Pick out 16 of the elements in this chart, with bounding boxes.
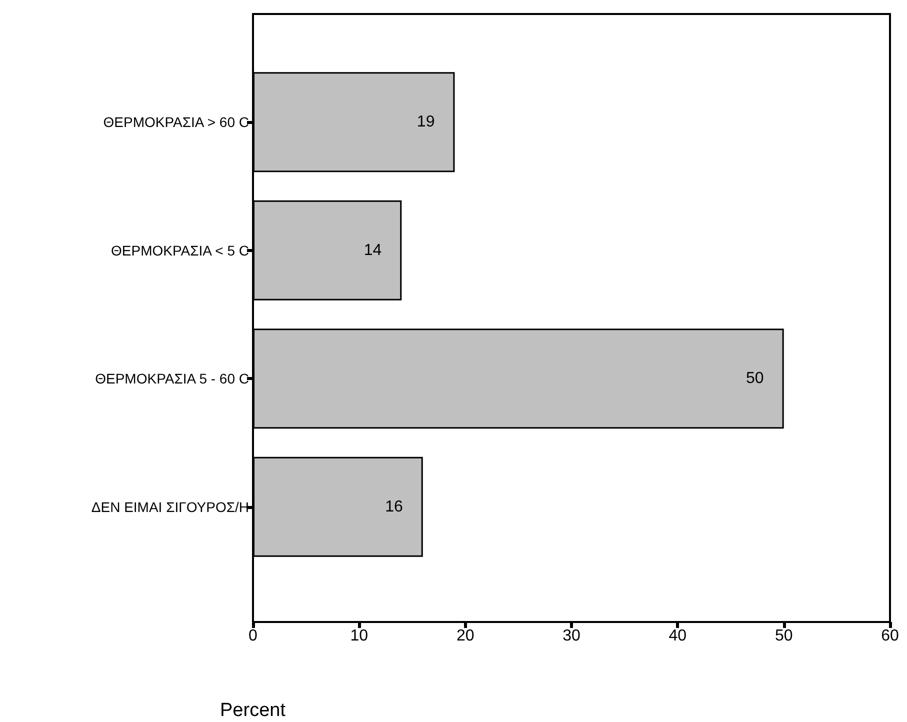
y-tick-label: ΘΕΡΜΟΚΡΑΣΙΑ 5 - 60 C — [95, 370, 249, 387]
y-tick-label: ΘΕΡΜΟΚΡΑΣΙΑ > 60 C — [103, 114, 249, 130]
x-tick-label: 10 — [350, 628, 368, 644]
data-label: 14 — [364, 242, 382, 259]
x-axis-title: Percent — [220, 700, 286, 721]
x-tick-label: 60 — [881, 628, 899, 644]
data-label: 50 — [746, 370, 764, 388]
x-tick-label: 50 — [774, 628, 793, 644]
x-tick-label: 40 — [668, 628, 687, 644]
y-tick-label: ΘΕΡΜΟΚΡΑΣΙΑ < 5 C — [111, 242, 249, 258]
x-tick-label: 0 — [248, 628, 258, 644]
x-tick-label: 30 — [562, 628, 580, 644]
y-tick-label: ΔΕΝ ΕΙΜΑΙ ΣΙΓΟΥΡΟΣ/Η — [91, 498, 249, 515]
x-tick-label: 20 — [456, 628, 474, 644]
data-label: 16 — [385, 498, 403, 516]
data-label: 19 — [416, 114, 435, 131]
